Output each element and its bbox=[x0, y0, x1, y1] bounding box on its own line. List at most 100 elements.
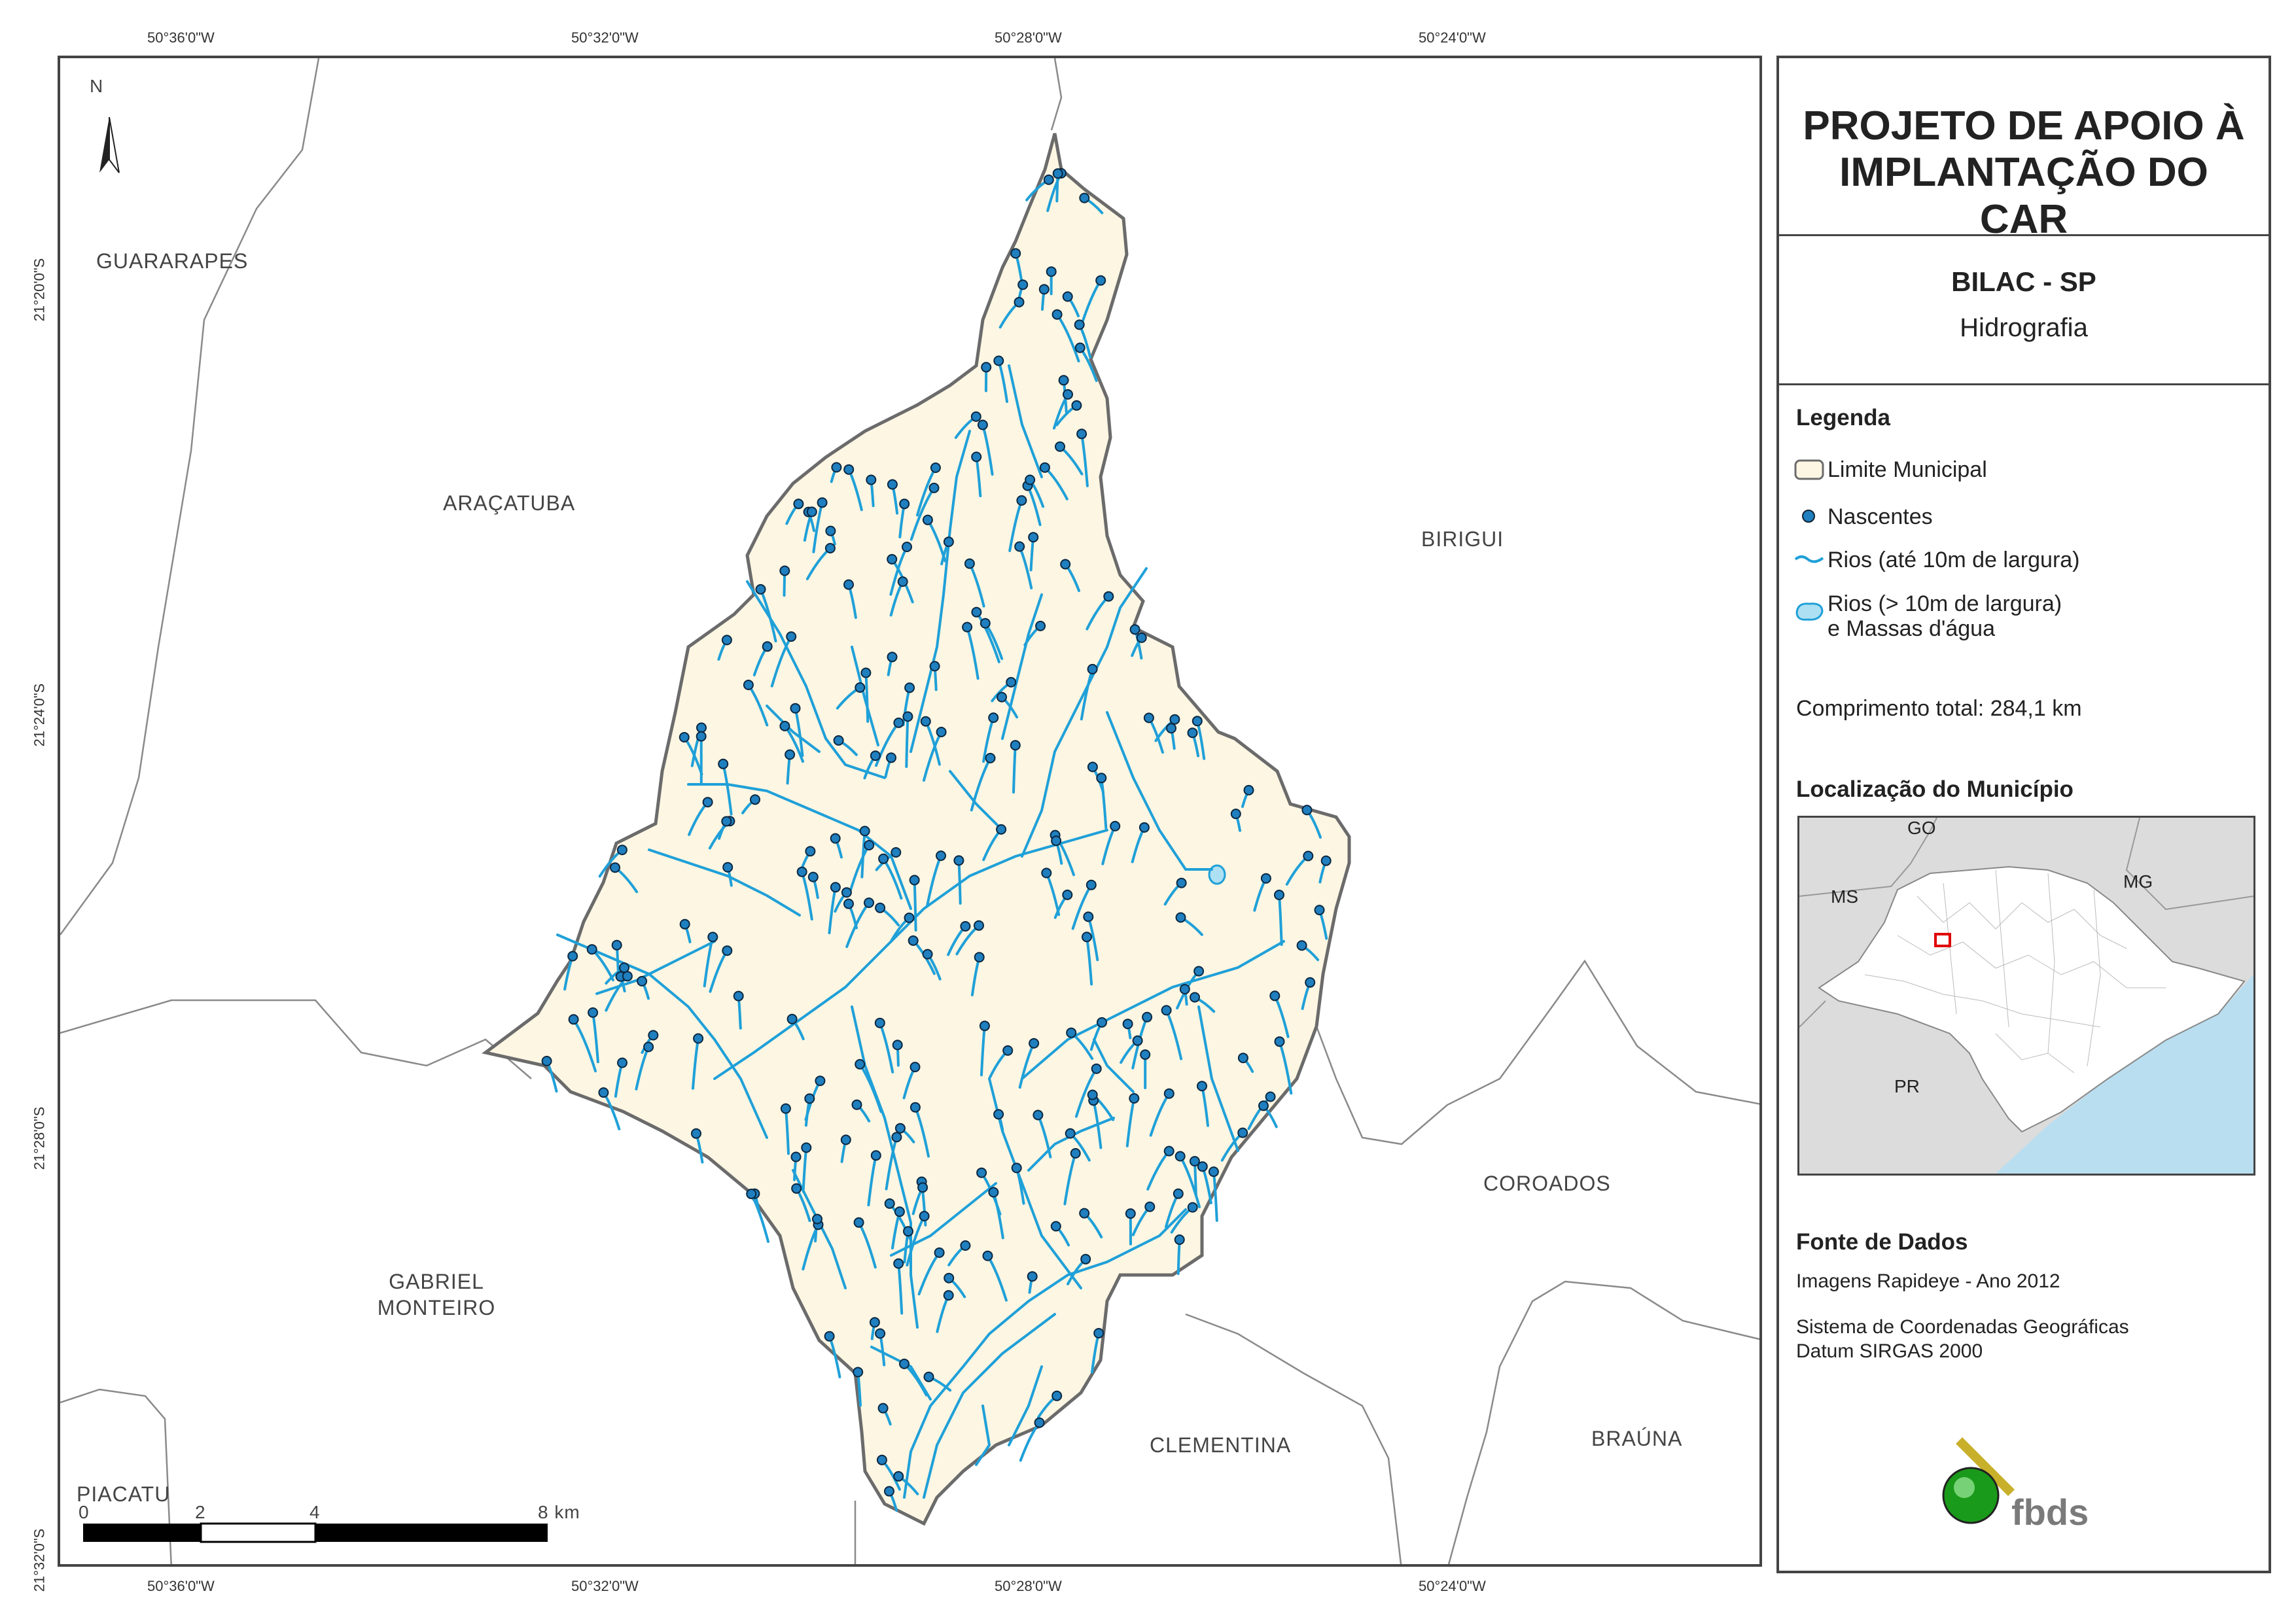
spring-point bbox=[1074, 319, 1085, 330]
spring-point bbox=[1142, 1011, 1153, 1022]
spring-point bbox=[786, 631, 797, 642]
scale-tick-4: 4 bbox=[309, 1502, 321, 1522]
spring-point bbox=[825, 525, 836, 536]
spring-point bbox=[855, 1058, 866, 1070]
spring-point bbox=[943, 536, 954, 548]
spring-point bbox=[1129, 624, 1140, 635]
spring-point bbox=[755, 584, 766, 595]
spring-point bbox=[974, 920, 984, 931]
spring-point bbox=[806, 506, 817, 517]
spring-point bbox=[970, 411, 981, 422]
spring-point bbox=[870, 750, 881, 761]
coord-left-4: 21°32'0"S bbox=[31, 1528, 48, 1592]
spring-point bbox=[1087, 663, 1098, 674]
spring-point bbox=[1122, 1019, 1133, 1030]
river-segment bbox=[851, 1005, 919, 1329]
legend-label-boundary: Limite Municipal bbox=[1828, 457, 1987, 482]
spring-point bbox=[962, 621, 973, 633]
spring-point bbox=[1055, 441, 1065, 452]
spring-point bbox=[1093, 1328, 1104, 1338]
spring-point bbox=[696, 722, 707, 733]
spring-point bbox=[944, 1272, 955, 1283]
spring-point bbox=[1051, 1390, 1063, 1401]
spring-point bbox=[721, 816, 732, 827]
spring-point bbox=[1296, 940, 1307, 951]
river-segment bbox=[1197, 1005, 1239, 1152]
spring-point bbox=[541, 1056, 552, 1066]
spring-point bbox=[1066, 1027, 1077, 1038]
spring-point bbox=[974, 952, 985, 963]
spring-point bbox=[1305, 977, 1316, 988]
place-name: BILAC - SP bbox=[1951, 266, 2096, 297]
springs-layer bbox=[541, 167, 1332, 1497]
spring-point bbox=[1197, 1081, 1207, 1092]
spring-point bbox=[1173, 1188, 1184, 1199]
spring-point bbox=[981, 362, 992, 373]
spring-point bbox=[743, 680, 754, 690]
spring-point bbox=[691, 1128, 701, 1139]
spring-point bbox=[790, 703, 801, 714]
spring-point bbox=[679, 918, 690, 930]
spring-point bbox=[830, 882, 841, 893]
spring-point bbox=[993, 355, 1004, 366]
spring-point bbox=[815, 1075, 826, 1087]
spring-point bbox=[917, 1182, 928, 1193]
spring-point bbox=[780, 1103, 791, 1114]
river-segment bbox=[713, 1038, 768, 1139]
spring-point bbox=[910, 1102, 921, 1113]
spring-point bbox=[893, 717, 904, 728]
legend-label-rivers: Rios (até 10m de largura) bbox=[1828, 548, 2080, 572]
spring-point bbox=[875, 902, 886, 913]
spring-point bbox=[779, 565, 790, 576]
spring-point bbox=[853, 1367, 864, 1378]
spring-point bbox=[903, 1226, 913, 1237]
spring-point bbox=[892, 1039, 903, 1051]
spring-point bbox=[902, 542, 912, 552]
spring-point bbox=[1028, 532, 1039, 543]
river-segment bbox=[1106, 711, 1213, 871]
spring-point bbox=[812, 1213, 822, 1225]
spring-point bbox=[1086, 879, 1097, 890]
spring-point bbox=[1039, 462, 1050, 473]
scale-bar bbox=[83, 1522, 548, 1543]
spring-point bbox=[1071, 400, 1082, 411]
spring-point bbox=[1320, 855, 1332, 866]
spring-point bbox=[791, 1183, 802, 1194]
small-lake bbox=[1208, 864, 1226, 885]
north-label: N bbox=[90, 76, 104, 96]
river-segment bbox=[713, 829, 1108, 1080]
spring-point bbox=[1095, 275, 1106, 286]
spring-point bbox=[904, 682, 915, 693]
spring-point bbox=[876, 1454, 887, 1465]
spring-point bbox=[750, 794, 760, 805]
spring-point bbox=[617, 1057, 627, 1068]
spring-point bbox=[1065, 1128, 1076, 1139]
spring-point bbox=[884, 1486, 894, 1497]
spring-point bbox=[1038, 284, 1050, 295]
spring-point bbox=[1193, 966, 1205, 977]
tributary bbox=[905, 715, 910, 768]
map-theme: Hidrografia bbox=[1960, 313, 2088, 342]
spring-point bbox=[960, 921, 971, 932]
coord-bottom-4: 50°24'0"W bbox=[1419, 1578, 1486, 1594]
spring-point bbox=[855, 682, 866, 693]
spring-point bbox=[1014, 296, 1025, 307]
spring-point bbox=[1175, 912, 1186, 923]
spring-point bbox=[786, 1013, 798, 1024]
spring-point bbox=[985, 752, 996, 763]
spring-point bbox=[1051, 309, 1063, 320]
spring-point bbox=[785, 749, 796, 760]
main-map[interactable]: GUARARAPES ARAÇATUBA BIRIGUI COROADOS GA… bbox=[58, 56, 1762, 1567]
river-line-icon bbox=[1794, 555, 1824, 563]
spring-point bbox=[817, 497, 828, 508]
spring-point bbox=[1087, 1089, 1098, 1100]
spring-point bbox=[588, 1007, 599, 1018]
spring-point bbox=[971, 451, 982, 462]
legend-label-water-bodies: Rios (> 10m de largura) bbox=[1828, 591, 2062, 616]
spring-point bbox=[1140, 1049, 1151, 1060]
spring-point bbox=[1080, 1253, 1091, 1265]
spring-point bbox=[616, 845, 627, 856]
river-segment bbox=[1001, 593, 1043, 740]
subtitle-section bbox=[1779, 236, 2269, 385]
municipality-brauna: BRAÚNA bbox=[1591, 1427, 1683, 1450]
